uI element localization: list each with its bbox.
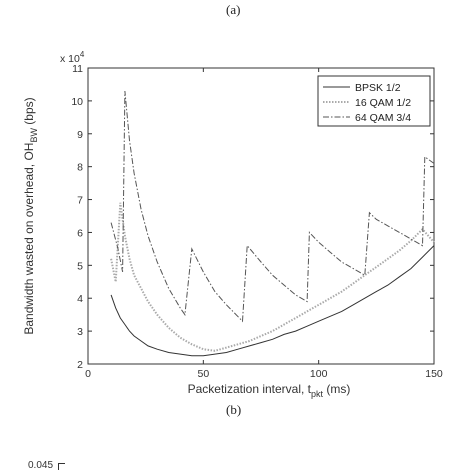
axis-ticks: 0 50 100 150 2 3 4 5 6 7 8 9 10 11 (71, 63, 443, 380)
series-line-2 (110, 202, 435, 352)
legend: BPSK 1/2 16 QAM 1/2 64 QAM 3/4 (317, 75, 431, 127)
y-tick-label: 9 (77, 129, 83, 141)
y-axis-label-part: Bandwidth wasted on overhead, OH (22, 143, 36, 335)
x-axis-label-part: (ms) (323, 382, 350, 396)
series-line-1 (110, 245, 435, 357)
y-axis-multiplier: x 104 (60, 50, 85, 65)
x-tick-label: 150 (425, 368, 443, 380)
y-multiplier-base: x 10 (60, 53, 80, 65)
y-multiplier-exponent: 4 (80, 50, 85, 59)
series-lines (110, 90, 435, 357)
y-tick-label: 10 (71, 96, 83, 108)
series-line-3 (110, 90, 435, 323)
x-tick-label: 50 (197, 368, 209, 380)
next-chart-fragment: 0.045 (28, 460, 65, 471)
y-tick-label: 8 (77, 162, 83, 174)
next-chart-y-tick: 0.045 (28, 460, 54, 471)
plot-frame (87, 67, 435, 365)
y-tick-label: 3 (77, 326, 83, 338)
legend-entry-2: 16 QAM 1/2 (355, 97, 411, 109)
y-axis-label-part: (bps) (22, 97, 36, 128)
y-tick-label: 6 (77, 227, 83, 239)
y-tick-label: 2 (77, 359, 83, 371)
x-tick-label: 0 (85, 368, 91, 380)
legend-box (317, 75, 431, 127)
x-tick-label: 100 (310, 368, 328, 380)
y-axis-label-part: BW (29, 128, 39, 143)
next-chart-frame-corner (57, 463, 65, 470)
legend-entry-3: 64 QAM 3/4 (355, 112, 411, 124)
y-tick-label: 4 (77, 293, 83, 305)
top-panel-label: (a) (226, 2, 241, 17)
bottom-panel-label: (b) (226, 402, 242, 417)
plot-axes (87, 67, 435, 365)
x-axis-label-part: Packetization interval, t (188, 382, 312, 396)
y-tick-label: 5 (77, 260, 83, 272)
x-axis-label-part: pkt (311, 389, 324, 399)
y-tick-label: 11 (72, 63, 83, 75)
y-axis-label: Bandwidth wasted on overhead, OHBW (bps) (22, 97, 39, 334)
x-axis-label: Packetization interval, tpkt (ms) (188, 382, 351, 399)
legend-entry-1: BPSK 1/2 (355, 82, 401, 94)
y-tick-label: 7 (77, 195, 83, 207)
